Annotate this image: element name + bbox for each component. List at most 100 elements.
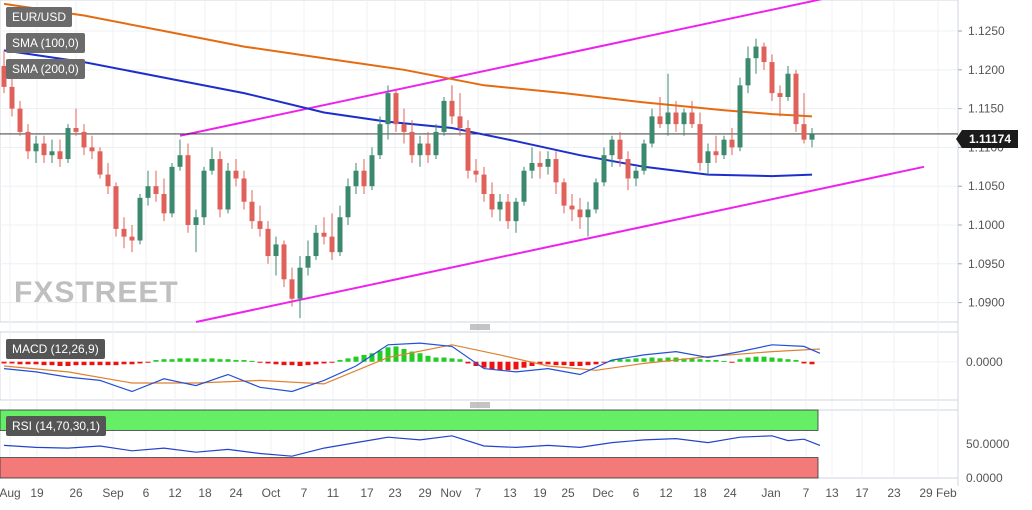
- candle-body: [681, 112, 687, 125]
- candle-body: [225, 170, 231, 210]
- macd-histogram-bar: [449, 358, 455, 362]
- macd-histogram-bar: [721, 360, 727, 362]
- candle-body: [193, 217, 199, 226]
- macd-histogram-bar: [89, 361, 95, 366]
- macd-histogram-bar: [465, 361, 471, 364]
- candle-body: [89, 147, 95, 152]
- candle-body: [305, 256, 311, 268]
- macd-histogram-bar: [521, 361, 527, 368]
- macd-histogram-bar: [361, 354, 367, 362]
- macd-histogram-bar: [313, 361, 319, 365]
- macd-histogram-bar: [17, 361, 23, 365]
- macd-histogram-bar: [705, 360, 711, 362]
- macd-histogram-bar: [569, 361, 575, 366]
- x-tick-label: 7: [301, 486, 308, 500]
- candle-body: [617, 139, 623, 160]
- rsi-label[interactable]: RSI (14,70,30,1): [6, 416, 107, 436]
- candle-body: [233, 170, 239, 179]
- symbol-label[interactable]: EUR/USD: [6, 7, 73, 27]
- macd-histogram-bar: [777, 358, 783, 362]
- macd-histogram-bar: [585, 361, 591, 366]
- y-tick-label: 1.0950: [968, 257, 1005, 271]
- macd-histogram-bar: [649, 357, 655, 362]
- macd-histogram-bar: [153, 360, 159, 362]
- panel-frame: [0, 0, 959, 323]
- candle-body: [697, 124, 703, 163]
- macd-histogram-bar: [713, 360, 719, 362]
- candle-body: [505, 201, 511, 222]
- candle-body: [569, 205, 575, 210]
- candle-body: [25, 131, 31, 152]
- sma100-label[interactable]: SMA (100,0): [6, 33, 85, 53]
- candle-body: [1, 65, 7, 87]
- macd-histogram-bar: [145, 361, 151, 363]
- macd-histogram-bar: [425, 355, 431, 362]
- candle-body: [601, 155, 607, 183]
- candle-body: [425, 143, 431, 156]
- rsi-bands: [0, 409, 819, 479]
- candle-body: [593, 182, 599, 210]
- candle-body: [721, 139, 727, 156]
- y-tick-label: 1.1250: [968, 24, 1005, 38]
- y-tick-label: 1.1150: [968, 102, 1004, 116]
- macd-histogram-bar: [633, 358, 639, 362]
- macd-histogram-bar: [161, 359, 167, 362]
- macd-histogram-bar: [489, 361, 495, 370]
- candle-body: [297, 267, 303, 299]
- macd-histogram-bar: [1, 361, 7, 364]
- x-tick-label: 23: [887, 486, 901, 500]
- macd-histogram-bar: [513, 361, 519, 370]
- candle-body: [137, 197, 143, 241]
- candle-body: [337, 217, 343, 253]
- candle-body: [609, 139, 615, 156]
- macd-histogram-bar: [561, 361, 567, 366]
- macd-histogram-bar: [729, 361, 735, 363]
- macd-histogram-bar: [97, 361, 103, 366]
- x-tick-label: 6: [143, 486, 150, 500]
- candle-body: [393, 93, 399, 125]
- macd-histogram-bar: [473, 361, 479, 366]
- candle-body: [665, 112, 671, 125]
- macd-histogram-bar: [385, 347, 391, 362]
- macd-histogram-bar: [697, 359, 703, 362]
- candle-body: [57, 151, 63, 160]
- macd-histogram-bar: [401, 349, 407, 362]
- macd-histogram-bar: [641, 358, 647, 362]
- axis-layer: Aug 19 26 Sep 6 12 18 24 Oct 7 11 17 23 29 Nov 7 13 19 25 D…: [0, 24, 1010, 500]
- macd-histogram-bar: [537, 361, 543, 365]
- rsi-oversold-zone: [0, 457, 819, 479]
- x-tick-label: 18: [693, 486, 707, 500]
- x-tick-label: 6: [633, 486, 640, 500]
- macd-histogram-bar: [441, 357, 447, 362]
- macd-histogram-bar: [433, 357, 439, 362]
- candle-body: [657, 116, 663, 125]
- macd-histogram-bar: [601, 361, 607, 363]
- macd-histogram-bar: [257, 361, 263, 363]
- macd-histogram-bar: [793, 360, 799, 362]
- candle-body: [9, 86, 15, 109]
- sma200-line: [3, 2, 813, 118]
- candle-body: [673, 112, 679, 125]
- macd-label[interactable]: MACD (12,26,9): [6, 339, 105, 359]
- candle-body: [265, 228, 271, 257]
- x-tick-label: 29: [418, 486, 432, 500]
- macd-histogram-bar: [553, 361, 559, 366]
- x-tick-label: Sep: [102, 486, 124, 500]
- candle-body: [785, 73, 791, 97]
- candle-body: [369, 155, 375, 187]
- x-tick-label: Oct: [262, 486, 281, 500]
- x-tick-label: 25: [561, 486, 575, 500]
- macd-histogram-bar: [577, 361, 583, 366]
- macd-histogram-bar: [225, 359, 231, 362]
- candle-body: [273, 244, 279, 257]
- sma200-label[interactable]: SMA (200,0): [6, 59, 85, 79]
- x-tick-label: 12: [168, 486, 182, 500]
- macd-histogram-bar: [609, 360, 615, 362]
- macd-histogram-bar: [185, 358, 191, 362]
- candle-body: [129, 236, 135, 241]
- macd-histogram-bar: [545, 361, 551, 365]
- macd-histogram-bar: [409, 351, 415, 362]
- y-tick-label: 1.1050: [968, 179, 1005, 193]
- candle-body: [345, 186, 351, 218]
